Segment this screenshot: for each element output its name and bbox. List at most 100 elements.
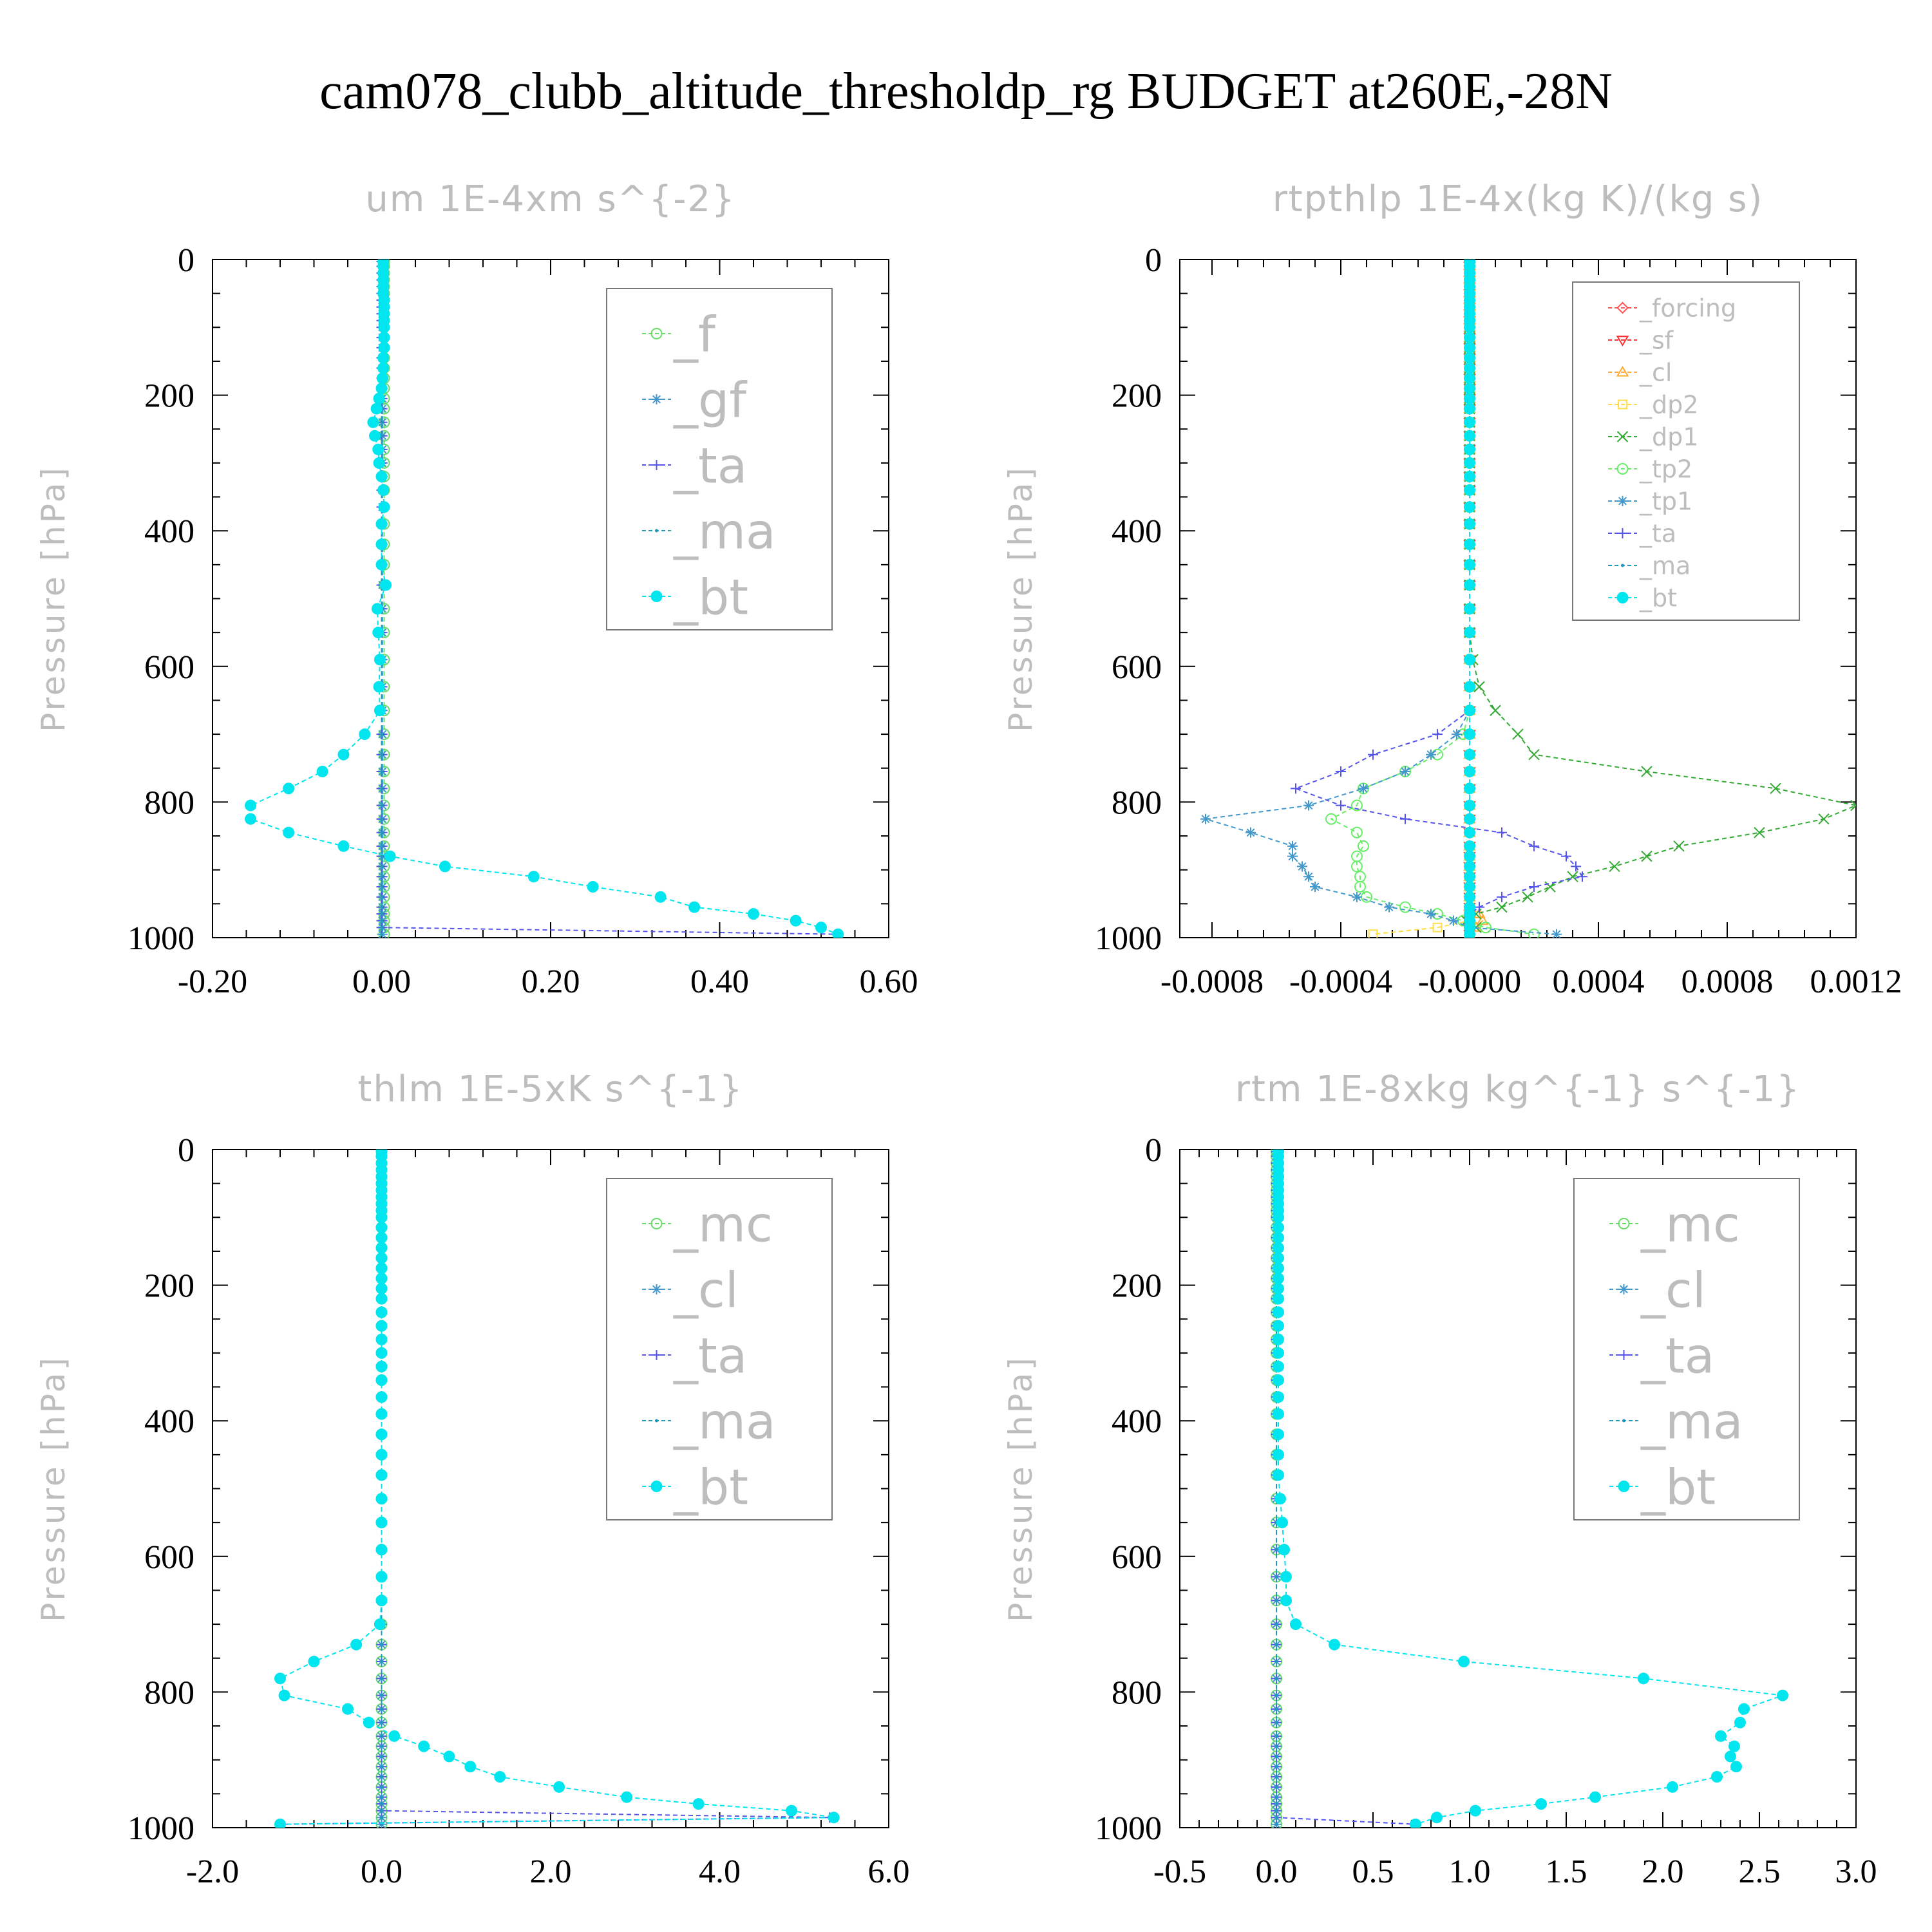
panel-1-series-bt-point <box>283 826 295 838</box>
panel-4-series-bt-point <box>1273 1282 1284 1294</box>
panel-3-ylabel: Pressure [hPa] <box>35 1355 72 1622</box>
panel-4-xtick-label: 1.0 <box>1449 1853 1491 1890</box>
panel-1-legend-label: _bt <box>673 568 748 625</box>
panel-2-series-bt-point <box>1464 579 1475 591</box>
panel-2-series-tp2-point <box>1358 840 1369 852</box>
panel-4-series-ma-point <box>1274 1765 1278 1768</box>
panel-2-series-dp1-point <box>1490 705 1501 716</box>
panel-4-legend-marker <box>1618 1218 1630 1229</box>
panel-3-legend: _mc _cl _ta _ma _bt <box>606 1178 833 1520</box>
panel-2-series-ta-point <box>1474 902 1484 913</box>
panel-1-legend-marker <box>650 591 663 602</box>
panel-3-series-bt-point <box>828 1812 840 1824</box>
panel-4-series-ma-point <box>1274 1815 1278 1819</box>
panel-1-xtick-label: 0.20 <box>522 963 580 1000</box>
panel-1-series-ma-point <box>380 912 383 916</box>
panel-2-ytick-label: 1000 <box>1095 920 1162 957</box>
panel-2-series-bt-point <box>1464 321 1475 334</box>
panel-2-series-bt-point <box>1464 782 1475 795</box>
panel-3-series-bt-point <box>553 1781 565 1793</box>
panel-4-series-bt-point <box>1273 1222 1284 1234</box>
panel-1-series-bt-point <box>587 881 599 893</box>
panel-3-legend-label: _cl <box>673 1261 739 1318</box>
panel-2-series-dp1-point <box>1850 799 1856 811</box>
panel-2-series-bt-point <box>1464 928 1475 938</box>
panel-2-series-ta-point <box>1291 783 1301 794</box>
panel-3-legend-box <box>606 1178 833 1520</box>
panel-3-series-bt-point <box>621 1791 633 1803</box>
panel-4-xtick-label: 0.5 <box>1352 1853 1394 1890</box>
panel-2-series-bt-point <box>1464 627 1475 639</box>
panel-2-series-tp1-point <box>1245 827 1256 838</box>
panel-2-series-dp1-point <box>1818 813 1830 825</box>
panel-3-series-ma-point <box>380 1802 383 1806</box>
panel-2-xtick-label: 0.0004 <box>1553 963 1645 1000</box>
panel-3-series-bt-point <box>375 1360 388 1372</box>
panel-4-series-bt-point <box>1458 1656 1470 1668</box>
panel-2-series-tp1-point <box>1448 915 1459 926</box>
panel-3-title: thlm 1E-5xK s^{-1} <box>357 1068 743 1110</box>
panel-4-series-bt-point <box>1273 1273 1284 1285</box>
panel-1-series-bt-point <box>372 443 384 455</box>
panel-3-series-bt-point <box>375 1448 388 1461</box>
panel-2-ytick-label: 200 <box>1112 378 1162 415</box>
panel-2-xtick-label: -0.0008 <box>1160 963 1264 1000</box>
panel-3-series-bt-point <box>375 1517 388 1529</box>
panel-4-series-ma-point <box>1274 1721 1278 1725</box>
panel-1-series-bt-point <box>527 871 540 883</box>
panel-1-series-ma-point <box>380 905 383 909</box>
panel-2-series-ta-point <box>1571 861 1581 872</box>
panel-1-series-bt-point <box>371 603 383 615</box>
panel-4-xtick-label: 2.5 <box>1739 1853 1781 1890</box>
panel-2-series-tp1-point <box>1426 749 1436 760</box>
panel-3-ticks <box>212 1149 889 1828</box>
panel-1-series-ma-point <box>380 817 383 821</box>
panel-4-series-bt-point <box>1734 1716 1746 1728</box>
panel-3-series-bt <box>274 1150 840 1828</box>
panel-2-ytick-label: 600 <box>1112 649 1162 686</box>
panel-4-series-ma-point <box>1274 1775 1278 1779</box>
panel-1-series-ma-point <box>380 831 383 835</box>
panel-4-legend-label: _ta <box>1640 1327 1714 1384</box>
panel-3-series-bt-point <box>375 1571 388 1583</box>
panel-2-series-dp1-point <box>1544 881 1556 893</box>
panel-2-series-bt-point <box>1464 681 1475 693</box>
panel-4-series-ma-point <box>1274 1785 1278 1789</box>
panel-2-series-ta-point <box>1561 851 1571 862</box>
panel-2-series-dp1-point <box>1641 766 1653 777</box>
panel-2-series-bt-point <box>1464 443 1475 455</box>
panel-4-xtick-label: 0.0 <box>1256 1853 1298 1890</box>
panel-2-series-bt-point <box>1464 341 1475 354</box>
panel-4-series-ma-point <box>1274 1660 1278 1663</box>
panel-4: rtm 1E-8xkg kg^{-1} s^{-1} Pressure [hPa]… <box>1002 1068 1877 1890</box>
panel-4-series-bt-point <box>1273 1306 1284 1318</box>
panel-4-series-ma-point <box>1274 1694 1278 1698</box>
panel-2-series-tp1-point <box>1358 783 1368 794</box>
panel-4-series-bt-point <box>1290 1618 1302 1631</box>
panel-2-series-bt-point <box>1464 813 1475 825</box>
panel-2-legend: _forcing _sf _cl _dp2 _dp1 _tp2 _tp1 _ta _ma _bt <box>1572 281 1800 621</box>
panel-1-series-ma-point <box>380 753 383 757</box>
panel-1-legend-marker <box>651 394 662 404</box>
panel-3-legend-marker <box>651 1350 662 1360</box>
panel-2-xtick-label: -0.0004 <box>1289 963 1392 1000</box>
panel-1-xtick-label: 0.40 <box>690 963 749 1000</box>
panel-3-series-bt-point <box>375 1347 388 1359</box>
panel-2-series-dp1-point <box>1754 827 1765 838</box>
panel-2-series-dp1-point <box>1641 850 1653 862</box>
panel-3-series-bt-point <box>278 1689 290 1701</box>
panel-2-series-bt-point <box>1464 826 1475 838</box>
panel-3-xtick-label: 0.0 <box>361 1853 402 1890</box>
panel-2-ytick-label: 0 <box>1145 242 1162 279</box>
panel-3-series-bt-point <box>418 1740 430 1752</box>
panel-2-series-bt-point <box>1464 518 1475 530</box>
panel-3-legend-marker <box>650 1481 663 1492</box>
panel-1-series-bt-point <box>245 813 257 825</box>
panel-1-series-bt <box>245 260 844 938</box>
panel-3-series-ma-point <box>380 1754 383 1758</box>
panel-2-legend-label: _forcing <box>1639 294 1736 323</box>
panel-1-series-ma-point <box>380 864 383 868</box>
panel-2-series-tp1-point <box>1384 902 1394 913</box>
panel-3-series-bt-point <box>375 1374 388 1387</box>
